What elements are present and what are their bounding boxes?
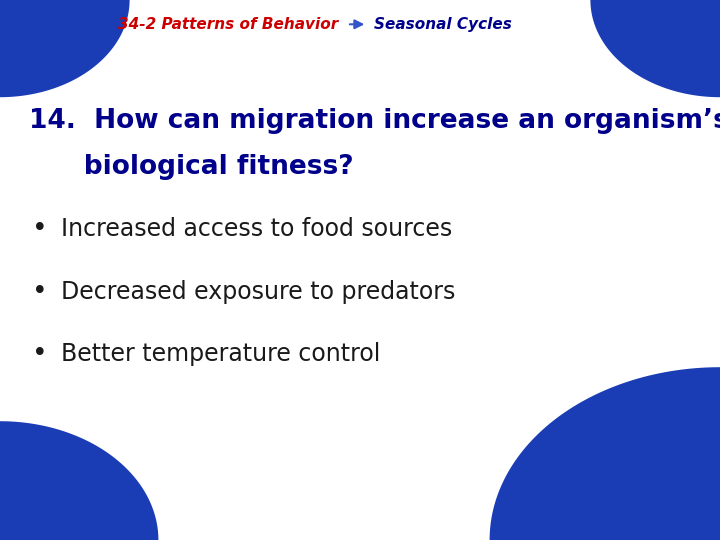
Text: Increased access to food sources: Increased access to food sources: [61, 218, 452, 241]
Text: •: •: [32, 279, 48, 305]
Text: Better temperature control: Better temperature control: [61, 342, 381, 366]
Text: 14.  How can migration increase an organism’s: 14. How can migration increase an organi…: [29, 108, 720, 134]
Text: Seasonal Cycles: Seasonal Cycles: [374, 17, 512, 32]
Polygon shape: [590, 0, 720, 97]
Polygon shape: [490, 367, 720, 540]
Text: 34-2 Patterns of Behavior: 34-2 Patterns of Behavior: [118, 17, 338, 32]
Polygon shape: [0, 0, 130, 97]
Text: biological fitness?: biological fitness?: [29, 154, 354, 180]
Text: •: •: [32, 341, 48, 367]
Text: •: •: [32, 217, 48, 242]
Text: Decreased exposure to predators: Decreased exposure to predators: [61, 280, 456, 303]
Polygon shape: [0, 421, 158, 540]
